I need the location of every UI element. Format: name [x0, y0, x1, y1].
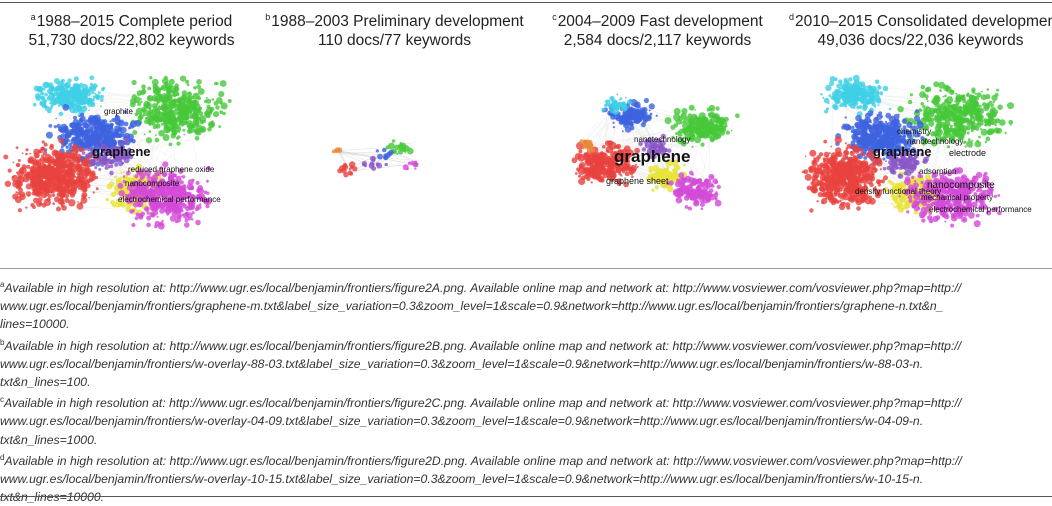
footnote-a-line-3: lines=10000.	[0, 315, 1046, 333]
network-map-a: graphite graphene reduced graphene oxide na…	[0, 56, 263, 256]
map-keyword-label: reduced graphene oxide	[128, 165, 215, 174]
cluster-green	[130, 76, 232, 147]
map-keyword-label: adsorption	[919, 167, 956, 176]
panel-b: b1988–2003 Preliminary development 110 d…	[263, 8, 526, 264]
map-keyword-label: nanocomposite	[125, 179, 180, 188]
footnote-d-line-3: txt&n_lines=10000.	[0, 488, 1046, 506]
map-keyword-label: electrochemical performance	[929, 205, 1032, 214]
network-map-d: chemistry graphene electrode nanotechnology…	[789, 56, 1052, 256]
table-top-rule	[0, 2, 1052, 3]
panel-b-title: 1988–2003 Preliminary development	[271, 13, 523, 30]
footnote-b-line-3: txt&n_lines=100.	[0, 373, 1046, 391]
footnotes: aAvailable in high resolution at: http:/…	[0, 276, 1046, 506]
panel-d-header: d2010–2015 Consolidated development 49,0…	[789, 8, 1052, 50]
panel-a-counts: 51,730 docs/22,802 keywords	[0, 31, 263, 50]
figure-panels: a1988–2015 Complete period 51,730 docs/2…	[0, 8, 1052, 264]
table-bottom-rule	[0, 496, 1052, 497]
cluster-red	[337, 161, 357, 177]
map-keyword-label: electrochemical performance	[118, 195, 221, 204]
footnote-b-line-2: www.ugr.es/local/benjamin/frontiers/w-ov…	[0, 355, 1046, 373]
footnote-a-line-2: www.ugr.es/local/benjamin/frontiers/grap…	[0, 297, 1046, 315]
footnote-c-line-1: Available in high resolution at: http://…	[4, 396, 961, 410]
panel-b-marker: b	[265, 12, 270, 22]
footnote-c-line-2: www.ugr.es/local/benjamin/frontiers/w-ov…	[0, 412, 1046, 430]
cluster-orange	[332, 147, 343, 153]
map-keyword-label: graphite	[104, 107, 133, 116]
network-map-b	[263, 56, 526, 256]
panel-c-header: c2004–2009 Fast development 2,584 docs/2…	[526, 8, 789, 50]
panel-c-counts: 2,584 docs/2,117 keywords	[526, 31, 789, 50]
map-keyword-label: chemistry	[897, 127, 931, 136]
map-keyword-label: electrode	[949, 148, 986, 158]
footnote-d-line-1: Available in high resolution at: http://…	[4, 454, 961, 468]
footnote-b: bAvailable in high resolution at: http:/…	[0, 334, 1046, 392]
panel-d-counts: 49,036 docs/22,036 keywords	[789, 31, 1052, 50]
panel-a-marker: a	[31, 12, 36, 22]
network-map-c: nanotechnology graphene graphene sheet	[526, 56, 789, 256]
footnote-a-line-1: Available in high resolution at: http://…	[4, 281, 961, 295]
panel-c-marker: c	[552, 12, 557, 22]
map-keyword-label: graphene	[92, 144, 151, 159]
panel-d-marker: d	[789, 12, 794, 22]
map-keyword-label: nanotechnology	[634, 135, 691, 144]
panel-c-title: 2004–2009 Fast development	[558, 13, 763, 30]
map-keyword-label: density functional theory	[855, 187, 941, 196]
map-keyword-label: graphene	[614, 147, 691, 166]
footnote-a: aAvailable in high resolution at: http:/…	[0, 276, 1046, 334]
panel-a-header: a1988–2015 Complete period 51,730 docs/2…	[0, 8, 263, 50]
map-keyword-label: nanotechnology	[907, 137, 964, 146]
panel-d: d2010–2015 Consolidated development 49,0…	[789, 8, 1052, 264]
table-footnote-rule	[0, 268, 1052, 269]
panel-a: a1988–2015 Complete period 51,730 docs/2…	[0, 8, 263, 264]
panel-b-header: b1988–2003 Preliminary development 110 d…	[263, 8, 526, 50]
panel-d-title: 2010–2015 Consolidated development	[795, 13, 1052, 30]
map-keyword-label: graphene sheet	[606, 176, 669, 186]
footnote-d-line-2: www.ugr.es/local/benjamin/frontiers/w-ov…	[0, 470, 1046, 488]
panel-a-title: 1988–2015 Complete period	[37, 13, 233, 30]
footnote-c-line-3: txt&n_lines=1000.	[0, 431, 1046, 449]
footnote-d: dAvailable in high resolution at: http:/…	[0, 449, 1046, 506]
map-keyword-label: graphene	[873, 144, 932, 159]
panel-b-counts: 110 docs/77 keywords	[263, 31, 526, 50]
footnote-c: cAvailable in high resolution at: http:/…	[0, 391, 1046, 449]
footnote-b-line-1: Available in high resolution at: http://…	[4, 339, 961, 353]
panel-c: c2004–2009 Fast development 2,584 docs/2…	[526, 8, 789, 264]
